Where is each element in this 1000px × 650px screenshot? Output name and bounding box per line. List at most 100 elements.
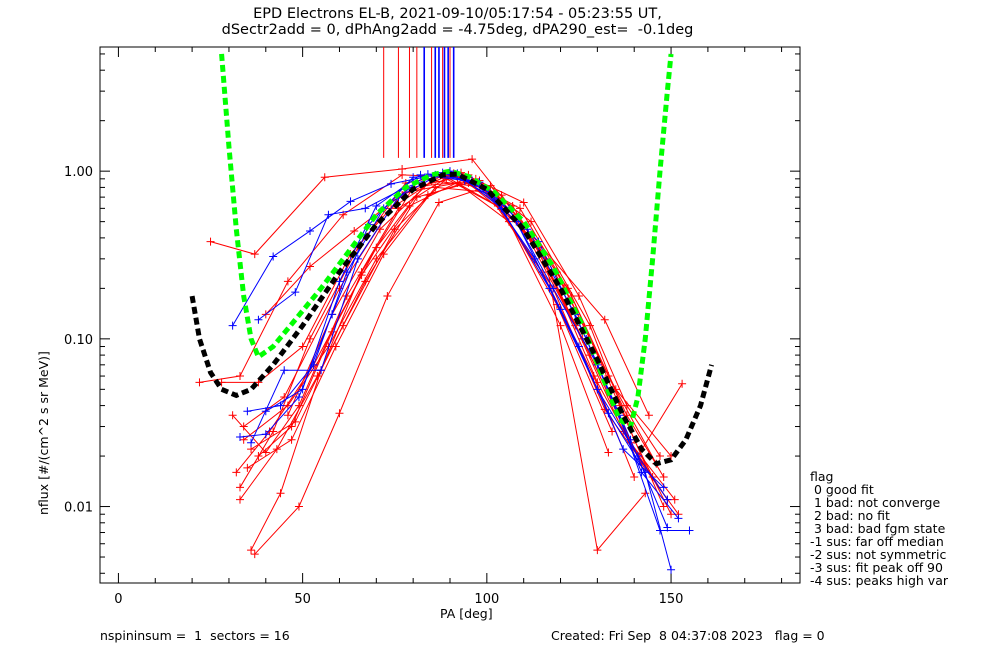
blue-data-point [298, 385, 307, 394]
red-data-point [516, 204, 524, 213]
red-data-point [641, 489, 650, 498]
blue-data-point [372, 201, 381, 210]
black-fit-curve [189, 171, 714, 467]
blue-data-point [574, 342, 583, 351]
red-data-point [239, 422, 248, 431]
red-series-line [239, 182, 668, 500]
red-data-point [313, 372, 322, 381]
red-data-point [350, 226, 359, 235]
red-data-point [283, 277, 292, 286]
red-data-point [236, 372, 244, 381]
blue-data-point [685, 526, 694, 535]
chart-title-line2: dSectr2add = 0, dPhAng2add = -4.75deg, d… [221, 22, 694, 38]
blue-data-point [254, 315, 263, 324]
blue-data-point [317, 366, 326, 375]
red-data-point [247, 546, 256, 555]
series-layer [195, 155, 694, 574]
red-data-point [630, 473, 639, 482]
legend-item: 1 bad: not converge [810, 495, 941, 510]
red-series-line [239, 172, 661, 488]
red-data-point [195, 378, 204, 387]
legend-item: -4 sus: peaks high var [810, 573, 949, 588]
red-data-point [339, 321, 348, 330]
red-data-point [261, 448, 270, 457]
red-data-point [519, 198, 528, 207]
red-data-point [372, 243, 381, 252]
legend-item: 0 good fit [810, 482, 874, 497]
blue-data-point [243, 407, 252, 416]
red-data-point [291, 417, 300, 426]
red-data-point [398, 170, 407, 179]
blue-data-point [637, 468, 646, 477]
flag-legend: flag 0 good fit 1 bad: not converge 2 ba… [810, 470, 948, 587]
red-data-point [644, 411, 653, 420]
red-data-point [667, 510, 676, 519]
red-data-point [586, 321, 594, 330]
y-tick-label: 0.10 [64, 333, 93, 348]
red-data-point [276, 489, 285, 498]
blue-data-point [261, 430, 270, 439]
red-data-point [294, 502, 303, 511]
red-data-point [287, 435, 296, 444]
red-data-point [659, 502, 668, 511]
blue-series-line [232, 174, 690, 531]
blue-data-point [236, 432, 244, 441]
red-data-point [254, 452, 263, 461]
y-tick-label: 0.01 [64, 501, 93, 516]
red-data-point [320, 173, 329, 182]
red-data-point [335, 409, 344, 418]
blue-data-point [619, 445, 628, 454]
red-data-point [571, 321, 580, 330]
red-data-point [272, 445, 281, 454]
blue-data-point [306, 226, 314, 235]
fit-curves [189, 53, 714, 467]
red-data-point [306, 334, 314, 343]
blue-data-point [247, 438, 256, 447]
red-data-point [298, 342, 307, 351]
tick-labels: 0 50 100 150 0.01 0.10 1.00 [64, 165, 683, 607]
chart-title-line1: EPD Electrons EL-B, 2021-09-10/05:17:54 … [253, 6, 662, 22]
red-data-point [206, 237, 215, 246]
red-data-point [250, 550, 259, 559]
blue-data-point [335, 277, 344, 286]
red-data-point [405, 201, 414, 210]
x-tick-label: 0 [114, 592, 122, 607]
blue-data-point [353, 254, 362, 263]
x-tick-label: 150 [659, 592, 684, 607]
red-data-point [670, 495, 679, 504]
red-data-point [678, 379, 687, 388]
blue-data-point [663, 495, 672, 504]
red-data-point [232, 468, 241, 477]
red-data-point [574, 292, 583, 301]
red-data-point [254, 378, 263, 387]
x-tick-label: 50 [294, 592, 311, 607]
red-data-point [357, 271, 366, 280]
legend-item: -2 sus: not symmetric [810, 547, 947, 562]
red-data-point [283, 411, 292, 420]
red-data-point [434, 198, 443, 207]
red-data-point [383, 292, 392, 301]
blue-data-point [269, 252, 278, 261]
red-data-point [468, 155, 477, 164]
red-data-point [600, 315, 609, 324]
legend-item: -3 sus: fit peak off 90 [810, 560, 943, 575]
legend-title: flag [810, 469, 834, 484]
red-data-point [656, 452, 664, 461]
blue-data-point [280, 366, 289, 375]
blue-data-point [674, 514, 683, 523]
vertical-markers [383, 47, 455, 158]
red-data-point [306, 262, 314, 271]
red-data-point [236, 483, 244, 492]
footer-right: Created: Fri Sep 8 04:37:08 2023 flag = … [551, 628, 825, 643]
blue-data-point [667, 565, 676, 574]
red-data-point [243, 463, 252, 472]
blue-data-point [659, 483, 668, 492]
blue-series-line [250, 172, 665, 488]
green-fit-curve [219, 53, 674, 431]
blue-data-point [656, 526, 664, 535]
red-data-point [250, 250, 259, 259]
x-axis-label: PA [deg] [440, 606, 493, 621]
blue-data-point [361, 204, 370, 213]
red-data-point [604, 448, 613, 457]
